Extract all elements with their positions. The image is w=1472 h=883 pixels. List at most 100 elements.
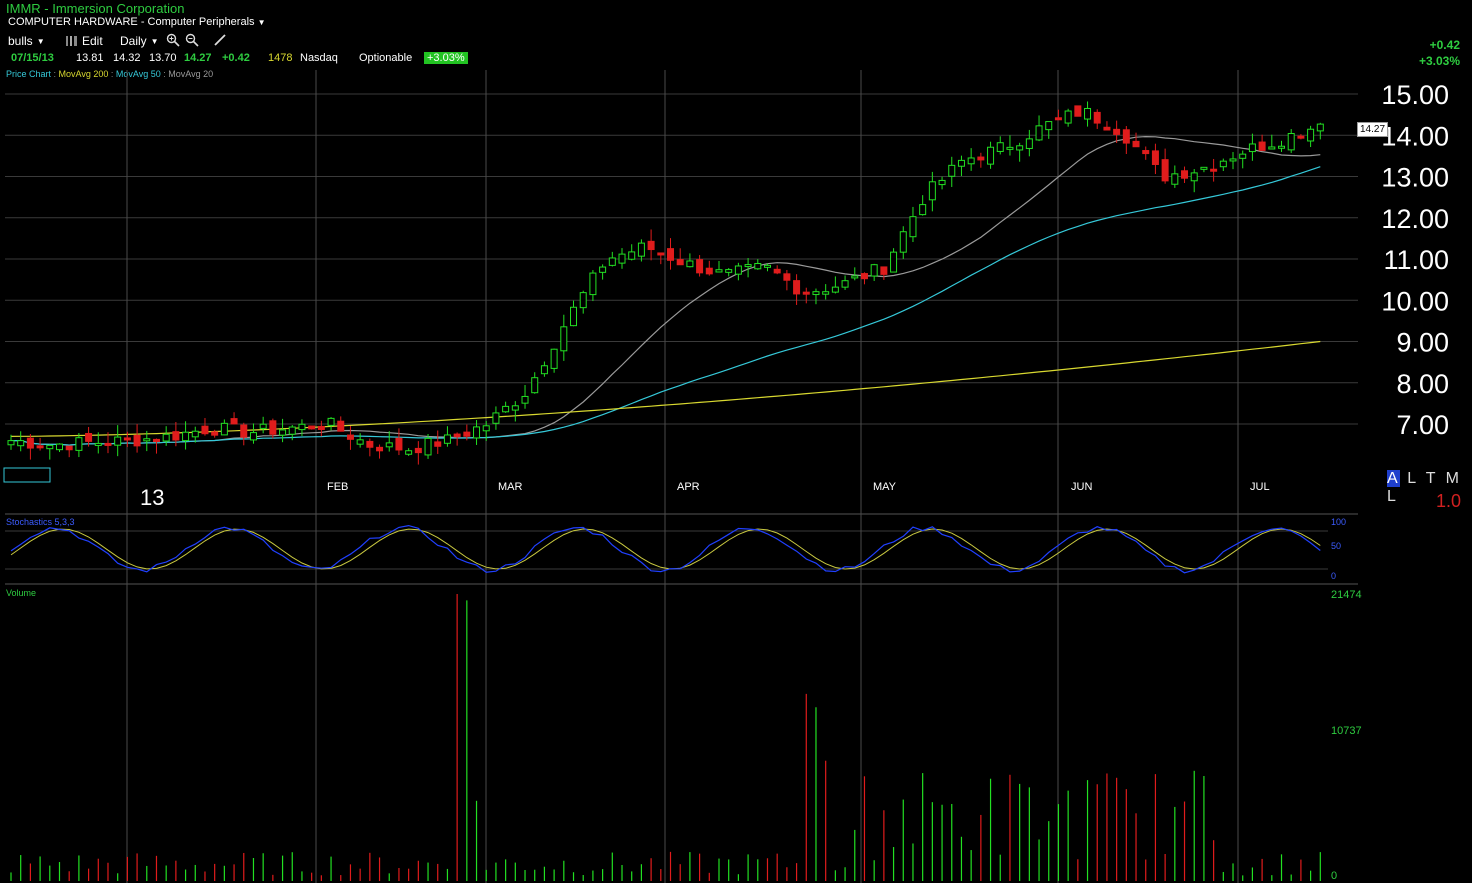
altml-a[interactable]: A — [1387, 470, 1400, 487]
price-axis-label: 8.00 — [1396, 369, 1449, 399]
volume-axis-label: 10737 — [1331, 725, 1362, 737]
candle-body — [152, 438, 160, 443]
candle-body — [1181, 170, 1189, 179]
candle-body — [1122, 129, 1130, 144]
candle-body — [366, 440, 374, 448]
candle-body — [1239, 153, 1247, 159]
ma50-line — [11, 166, 1321, 446]
period-dropdown[interactable]: Daily ▼ — [120, 34, 159, 48]
candle-body — [540, 365, 548, 375]
edit-button[interactable]: Edit — [66, 34, 103, 48]
bars-icon — [66, 36, 77, 46]
candle-body — [211, 431, 219, 436]
candle-body — [667, 248, 674, 261]
candle-body — [773, 268, 781, 274]
candle-body — [686, 260, 694, 268]
candle-body — [1064, 110, 1072, 124]
candle-body — [473, 426, 481, 439]
candle-body — [618, 253, 626, 264]
current-price-tag: 14.27 — [1357, 122, 1389, 137]
candle-body — [1006, 146, 1014, 150]
candle-body — [705, 267, 713, 275]
candle-body — [880, 266, 888, 275]
candle-body — [928, 181, 936, 201]
zoom-out-icon[interactable] — [185, 33, 199, 50]
candle-body — [492, 412, 500, 424]
stochastics-label: Stochastics 5,3,3 — [6, 517, 75, 527]
candle-body — [890, 251, 898, 273]
candle-body — [754, 263, 762, 270]
candle-body — [26, 437, 34, 449]
candle-body — [1287, 133, 1295, 151]
period-label: Daily — [120, 34, 147, 48]
zoom-in-icon[interactable] — [166, 33, 180, 50]
candle-body — [763, 264, 771, 268]
right-change-readout: +0.42 +3.03% — [1419, 37, 1460, 69]
candle-body — [230, 418, 238, 425]
candle-body — [46, 444, 54, 450]
candle-body — [182, 431, 190, 442]
candle-body — [599, 266, 607, 273]
stoch-k-line — [10, 524, 1321, 574]
candle-body — [1297, 135, 1305, 139]
month-label: 13 — [140, 485, 164, 510]
candle-body — [17, 440, 25, 447]
ratio-value: 1.0 — [1436, 491, 1462, 511]
candle-body — [356, 439, 364, 445]
candle-body — [793, 280, 801, 295]
candle-body — [463, 431, 471, 437]
price-axis-label: 14.00 — [1381, 121, 1449, 151]
candle-body — [715, 269, 723, 273]
ma20-line — [11, 135, 1321, 446]
candle-body — [1142, 150, 1150, 155]
candle-body — [143, 438, 151, 442]
candle-body — [570, 306, 578, 327]
draw-pencil-icon[interactable] — [213, 33, 227, 50]
candle-body — [1171, 173, 1179, 185]
candle-body — [783, 273, 791, 281]
list-dropdown[interactable]: bulls ▼ — [8, 34, 45, 48]
candle-body — [1278, 145, 1286, 149]
volume-axis-label: 21474 — [1331, 589, 1362, 601]
candle-body — [395, 437, 403, 451]
candle-body — [327, 417, 335, 426]
candle-body — [589, 272, 597, 296]
candle-body — [443, 434, 451, 444]
candle-body — [482, 425, 490, 432]
candle-body — [996, 142, 1004, 152]
candle-body — [337, 420, 345, 432]
month-label: JUL — [1250, 481, 1270, 493]
candle-body — [1258, 141, 1266, 151]
candle-body — [269, 420, 277, 435]
right-change: +0.42 — [1429, 38, 1460, 52]
stoch-d-line — [10, 528, 1321, 570]
altml-selector[interactable]: A L T M L — [1387, 470, 1472, 506]
industry-selector[interactable]: COMPUTER HARDWARE - Computer Peripherals… — [8, 16, 266, 28]
candle-body — [346, 434, 354, 440]
candle-body — [725, 269, 733, 273]
quote-volume: 1478 — [268, 52, 293, 64]
candle-body — [1093, 111, 1101, 124]
candle-body — [560, 326, 568, 352]
stoch-axis-label: 0 — [1331, 571, 1336, 581]
month-label: JUN — [1071, 481, 1092, 493]
candle-body — [385, 442, 393, 448]
candle-body — [36, 445, 44, 449]
candle-body — [1161, 159, 1169, 182]
candle-body — [434, 441, 442, 447]
candle-body — [94, 442, 102, 446]
candle-body — [696, 259, 704, 274]
legend-price-chart: Price Chart — [6, 69, 52, 79]
legend-ma50: MovAvg 50 — [115, 69, 161, 79]
candle-body — [1103, 126, 1111, 131]
chevron-down-icon[interactable]: ▼ — [257, 18, 266, 27]
candle-body — [123, 437, 131, 441]
candle-body — [55, 443, 63, 451]
altml-rest[interactable]: L T M L — [1387, 470, 1462, 505]
edit-label: Edit — [82, 34, 103, 48]
candle-body — [133, 434, 141, 447]
price-axis-label: 15.00 — [1381, 80, 1449, 110]
candle-body — [308, 425, 316, 430]
candle-body — [657, 252, 665, 256]
